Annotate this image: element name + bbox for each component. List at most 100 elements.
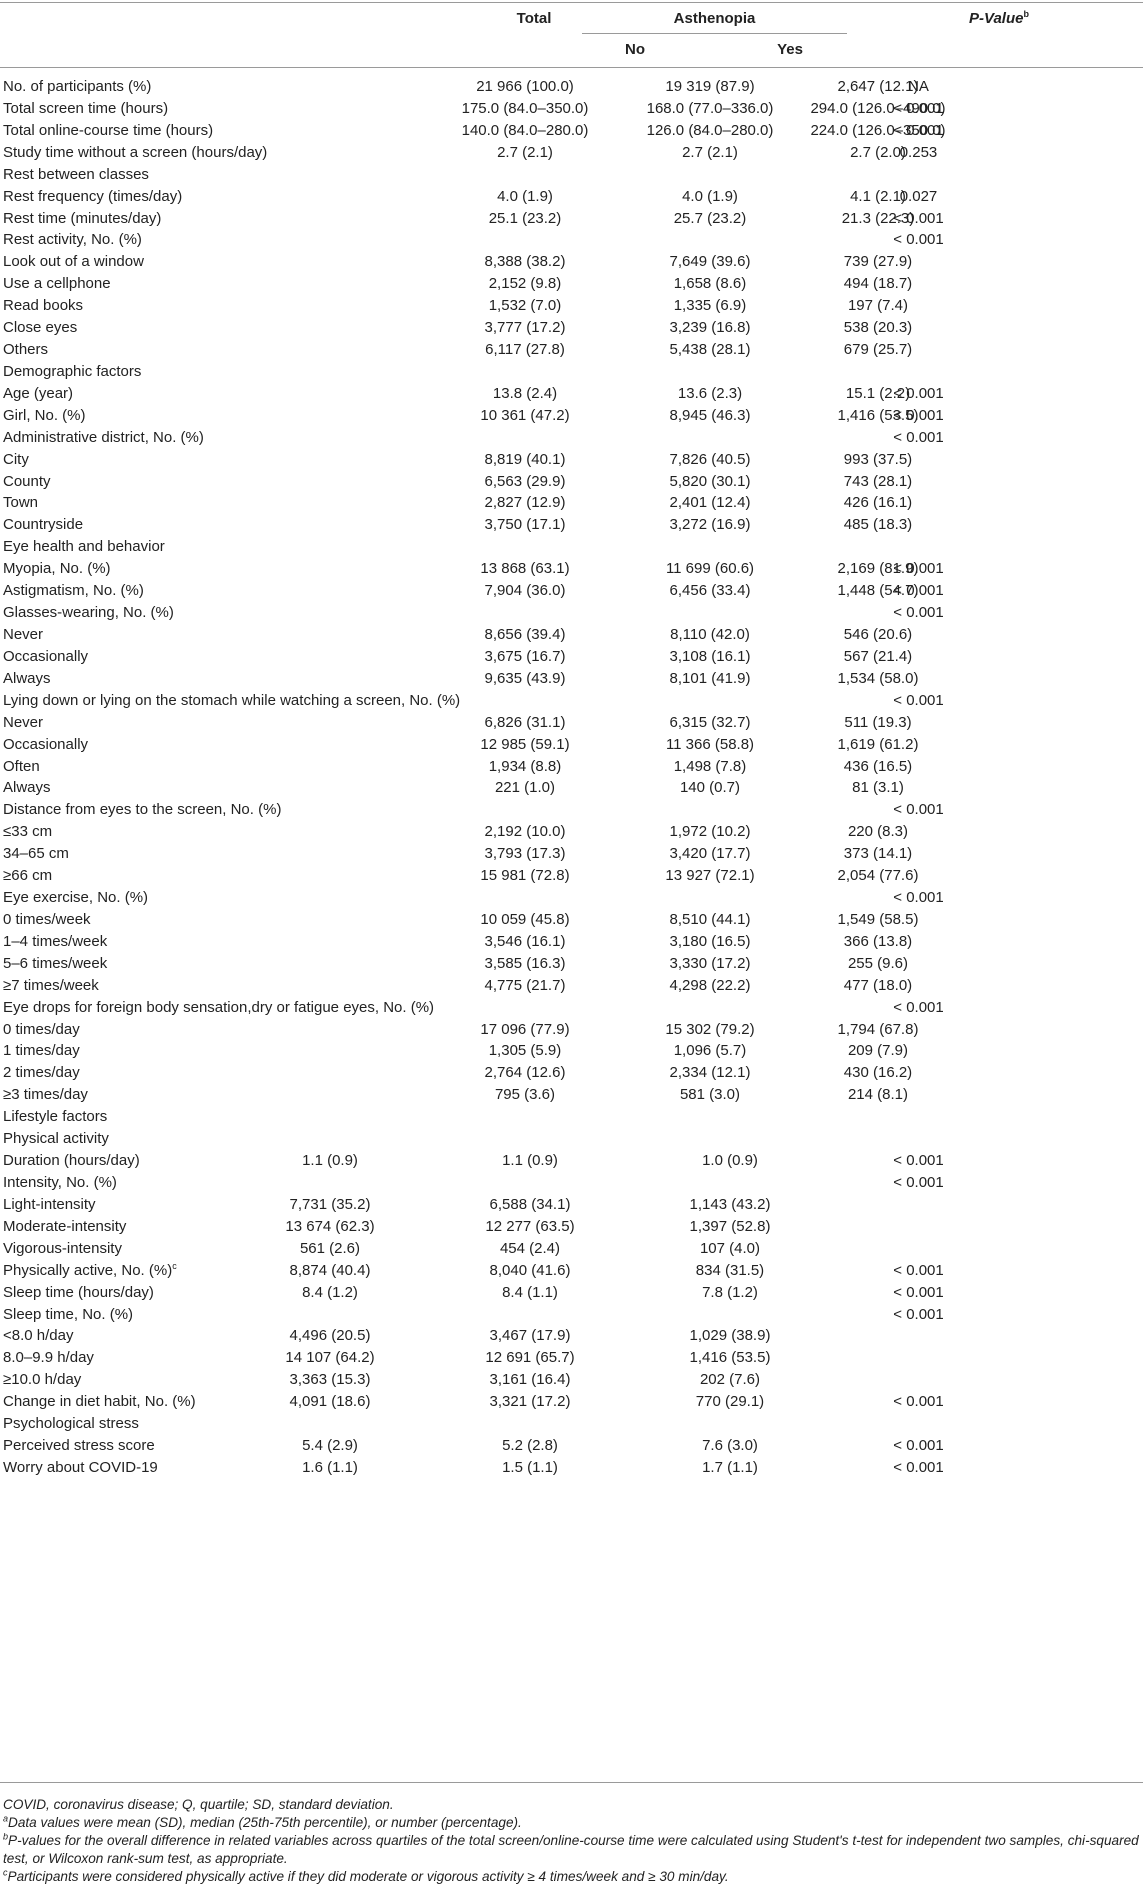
- row-label: Physical activity: [3, 1130, 109, 1148]
- row-label: ≥3 times/day: [3, 1086, 88, 1104]
- row-label: Read books: [3, 297, 84, 315]
- row-label: ≥66 cm: [3, 867, 53, 885]
- table-row: Others 6,117 (27.8) 5,438 (28.1) 679 (25.7): [0, 337, 1143, 363]
- row-label: Total screen time (hours): [3, 99, 169, 117]
- row-label: Intensity, No. (%): [3, 1174, 117, 1191]
- cell-no: 3,161 (16.4): [489, 1371, 571, 1389]
- cell-no: 2,334 (12.1): [669, 1064, 751, 1082]
- cell-total: 25.1 (23.2): [488, 209, 562, 227]
- row-label: 1 times/day: [3, 1042, 80, 1060]
- cell-no: 7,826 (40.5): [669, 450, 751, 468]
- cell-pvalue: < 0.001: [893, 1305, 944, 1323]
- cell-no: 8,945 (46.3): [669, 406, 751, 424]
- cell-no: 4.0 (1.9): [682, 187, 738, 205]
- table-row: Demographic factors: [0, 359, 1143, 385]
- cell-total: 1.6 (1.1): [302, 1458, 358, 1476]
- cell-yes: 255 (9.6): [847, 954, 909, 972]
- cell-no: 3,272 (16.9): [669, 516, 751, 534]
- cell-total: 8,819 (40.1): [484, 450, 566, 468]
- cell-yes: 538 (20.3): [843, 319, 913, 337]
- row-label: Always: [3, 669, 51, 687]
- table-row: Look out of a window 8,388 (38.2) 7,649 (3…: [0, 249, 1143, 275]
- cell-yes: 81 (3.1): [852, 779, 904, 797]
- cell-pvalue: < 0.001: [893, 691, 944, 709]
- table-row: ≤33 cm 2,192 (10.0) 1,972 (10.2) 220 (8.3): [0, 819, 1143, 845]
- cell-no: 1.1 (0.9): [502, 1152, 558, 1170]
- cell-pvalue: < 0.001: [893, 1437, 944, 1455]
- cell-total: 1,532 (7.0): [488, 297, 562, 315]
- table-row: Rest between classes: [0, 162, 1143, 188]
- cell-total: 3,585 (16.3): [484, 954, 566, 972]
- cell-yes: 1.7 (1.1): [702, 1458, 758, 1476]
- row-label: Eye drops for foreign body sensation,dry…: [3, 998, 435, 1016]
- table-row: ≥10.0 h/day 3,363 (15.3) 3,161 (16.4) 202 (…: [0, 1367, 1143, 1393]
- row-label: ≤33 cm: [3, 823, 53, 841]
- cell-yes: 209 (7.9): [847, 1042, 909, 1060]
- table-row: Eye exercise, No. (%) < 0.001: [0, 885, 1143, 911]
- cell-pvalue: < 0.001: [893, 998, 944, 1016]
- cell-total: 2.7 (2.1): [497, 143, 553, 161]
- table-row: Myopia, No. (%) 13 868 (63.1) 11 699 (60.6…: [0, 556, 1143, 582]
- cell-pvalue: < 0.001: [893, 384, 944, 402]
- table-row: Eye drops for foreign body sensation,dry…: [0, 995, 1143, 1021]
- cell-yes: 1,534 (58.0): [837, 669, 919, 687]
- cell-total: 5.4 (2.9): [302, 1437, 358, 1455]
- cell-total: 15 981 (72.8): [480, 867, 570, 885]
- cell-total: 795 (3.6): [494, 1086, 556, 1104]
- cell-total: 6,117 (27.8): [485, 341, 565, 359]
- cell-total: 2,152 (9.8): [488, 275, 562, 293]
- cell-total: 13 674 (62.3): [285, 1217, 375, 1235]
- row-label: 34–65 cm: [3, 845, 69, 863]
- cell-yes: 1,143 (43.2): [689, 1195, 771, 1213]
- row-label: Often: [3, 757, 40, 775]
- cell-total: 561 (2.6): [299, 1239, 361, 1257]
- table-row: County 6,563 (29.9) 5,820 (30.1) 743 (28.1): [0, 469, 1143, 495]
- cell-yes: 2.7 (2.0): [850, 143, 906, 161]
- cell-pvalue: < 0.001: [893, 1283, 944, 1301]
- cell-no: 168.0 (77.0–336.0): [646, 99, 774, 117]
- cell-no: 6,588 (34.1): [489, 1195, 571, 1213]
- cell-no: 3,330 (17.2): [669, 954, 751, 972]
- cell-total: 3,363 (15.3): [289, 1371, 371, 1389]
- cell-total: 7,904 (36.0): [484, 582, 566, 600]
- row-label: Light-intensity: [3, 1195, 96, 1213]
- bottom-rule: [0, 1782, 1143, 1783]
- row-label: 2 times/day: [3, 1064, 80, 1082]
- table-row: 1 times/day 1,305 (5.9) 1,096 (5.7) 209 (7.…: [0, 1038, 1143, 1064]
- cell-yes: 4.1 (2.1): [850, 187, 906, 205]
- cell-pvalue: < 0.001: [893, 231, 944, 249]
- row-label: County: [3, 472, 51, 490]
- header-no: No: [625, 41, 645, 58]
- cell-no: 8,110 (42.0): [670, 626, 750, 643]
- cell-yes: 214 (8.1): [847, 1086, 909, 1104]
- footnote: bP-values for the overall difference in …: [3, 1831, 1139, 1866]
- cell-no: 3,321 (17.2): [489, 1393, 571, 1411]
- cell-total: 1,934 (8.8): [488, 757, 562, 775]
- cell-pvalue: NA: [908, 78, 929, 95]
- cell-no: 6,315 (32.7): [669, 713, 751, 731]
- cell-no: 12 691 (65.7): [485, 1349, 575, 1367]
- cell-no: 5,438 (28.1): [669, 341, 751, 359]
- cell-yes: 679 (25.7): [843, 341, 913, 359]
- cell-pvalue: < 0.001: [893, 99, 944, 117]
- cell-yes: 373 (14.1): [843, 845, 913, 863]
- cell-no: 13.6 (2.3): [677, 384, 743, 402]
- cell-yes: 15.1 (2.2): [845, 384, 911, 402]
- table-row: 2 times/day 2,764 (12.6) 2,334 (12.1) 430 (…: [0, 1060, 1143, 1086]
- row-label: Moderate-intensity: [3, 1217, 127, 1235]
- row-label: Sleep time, No. (%): [3, 1305, 134, 1323]
- header-total: Total: [516, 10, 552, 27]
- cell-no: 3,420 (17.7): [669, 845, 751, 863]
- cell-no: 3,108 (16.1): [669, 647, 751, 665]
- table-row: Total online-course time (hours) 140.0 (8…: [0, 118, 1143, 144]
- row-label: Close eyes: [3, 319, 78, 337]
- table-row: Total screen time (hours) 175.0 (84.0–350…: [0, 96, 1143, 122]
- row-label: 5–6 times/week: [3, 954, 108, 972]
- footnote: aData values were mean (SD), median (25t…: [3, 1813, 522, 1830]
- cell-pvalue: < 0.001: [893, 121, 944, 139]
- row-label: Never: [3, 626, 44, 643]
- table-row: City 8,819 (40.1) 7,826 (40.5) 993 (37.5): [0, 447, 1143, 473]
- cell-total: 4,496 (20.5): [289, 1327, 371, 1345]
- cell-total: 221 (1.0): [494, 779, 556, 797]
- row-label: Demographic factors: [3, 362, 142, 380]
